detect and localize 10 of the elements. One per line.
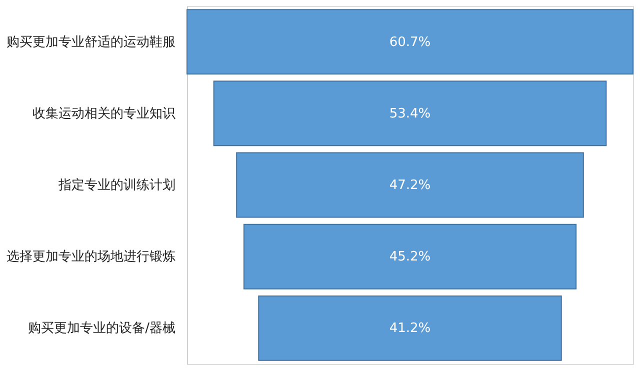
category-label: 选择更加专业的场地进行锻炼 <box>6 250 176 265</box>
data-label: 47.2% <box>389 178 431 193</box>
data-label: 53.4% <box>389 106 431 122</box>
data-label: 41.2% <box>389 321 431 336</box>
category-label: 购买更加专业舒适的运动鞋服 <box>6 34 176 50</box>
data-label: 45.2% <box>389 250 431 265</box>
category-label: 收集运动相关的专业知识 <box>32 106 176 122</box>
data-label: 60.7% <box>389 34 431 50</box>
category-label: 购买更加专业的设备/器械 <box>28 321 176 336</box>
category-label: 指定专业的训练计划 <box>58 178 176 193</box>
